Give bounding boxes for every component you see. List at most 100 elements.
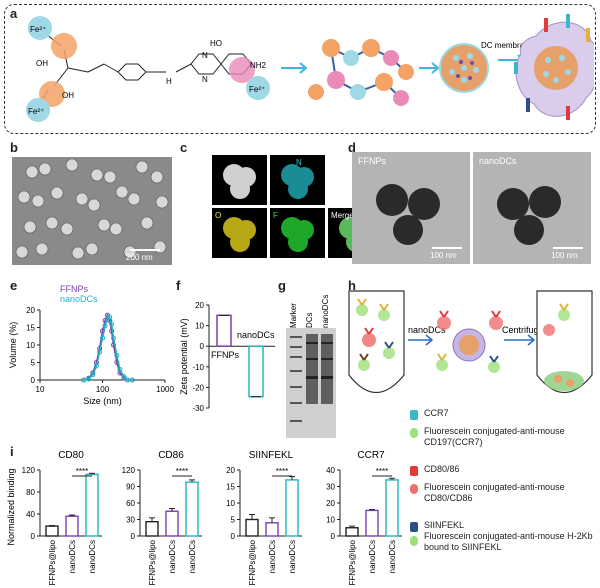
tem-ffnps-title: FFNPs bbox=[358, 156, 386, 166]
y-tick-label: 0 bbox=[31, 376, 36, 385]
y-tick-label: 0 bbox=[131, 532, 136, 541]
fe-text-2: Fe²⁺ bbox=[28, 107, 44, 116]
category-label: nanoDCs bbox=[88, 540, 97, 573]
cd80-86-title: CD80/86 bbox=[424, 464, 460, 474]
data-point bbox=[107, 314, 113, 320]
data-point bbox=[102, 323, 108, 329]
data-point bbox=[93, 363, 99, 369]
sem-scale-text: 200 nm bbox=[126, 253, 153, 262]
category-label: FFNPs@lipo bbox=[348, 539, 357, 585]
y-axis-label: Normalized binding bbox=[6, 468, 16, 545]
y-tick-label: 60 bbox=[126, 499, 135, 508]
category-label-1: nanoDCs bbox=[237, 330, 275, 340]
y-tick-label: 20 bbox=[26, 306, 35, 315]
siinfekl-icon bbox=[410, 522, 418, 532]
significance-stars: **** bbox=[176, 467, 188, 476]
y-tick-label: 5 bbox=[231, 516, 236, 525]
ccr7-title: CCR7 bbox=[424, 408, 449, 418]
significance-stars: **** bbox=[276, 467, 288, 476]
panel-a-schematic: Fe²⁺ Fe²⁺ Fe²⁺ OH OH H HO NH2 N N DC mem… bbox=[26, 14, 594, 122]
data-point bbox=[117, 367, 123, 372]
oh-text-2: OH bbox=[62, 91, 74, 100]
chart-title-0: CD80 bbox=[58, 450, 84, 461]
y-tick-label: 40 bbox=[326, 466, 335, 475]
bar-1-0 bbox=[145, 520, 159, 537]
category-label: nanoDCs bbox=[168, 540, 177, 573]
panel-i-label: i bbox=[10, 444, 14, 459]
category-label: nanoDCs bbox=[368, 540, 377, 573]
y-tick-label: -10 bbox=[192, 363, 204, 372]
sem-image: 200 nm bbox=[12, 157, 172, 265]
tem-ffnps-scale-text: 100 nm bbox=[430, 251, 457, 260]
y-tick-label: 20 bbox=[326, 499, 335, 508]
y-tick-label: 120 bbox=[122, 466, 136, 475]
bar-1 bbox=[248, 345, 264, 398]
panel-d-label: d bbox=[348, 140, 356, 155]
series-line-0 bbox=[83, 313, 133, 381]
chart-title-2: SIINFEKL bbox=[249, 450, 294, 461]
bar-3-0 bbox=[345, 527, 359, 537]
y-axis-label: Zeta potential (mV) bbox=[179, 318, 189, 395]
gel-bands bbox=[290, 334, 333, 422]
eds-haadf-image bbox=[212, 155, 267, 205]
ccr7-desc: Fluorescein conjugated-anti-mouse CD197(… bbox=[424, 426, 565, 447]
nanodc-binding-center bbox=[436, 310, 503, 373]
data-point bbox=[109, 321, 115, 327]
fe-text-3: Fe²⁺ bbox=[249, 85, 265, 94]
panel-c-label: c bbox=[180, 140, 188, 155]
panel-h-label: h bbox=[348, 278, 356, 293]
tem-ffnps-scale-bar bbox=[432, 247, 462, 249]
eds-o-label: O bbox=[215, 211, 222, 220]
y-axis-label: Volume (%) bbox=[8, 322, 18, 369]
bar-2-2 bbox=[285, 479, 299, 537]
arrow-2 bbox=[419, 62, 440, 74]
bar-3-2 bbox=[385, 479, 399, 537]
y-tick-label: 0 bbox=[200, 342, 205, 351]
tube-1-antibodies bbox=[356, 298, 395, 371]
gel-lane-marker: Marker bbox=[289, 303, 298, 328]
eds-o-image: O bbox=[212, 208, 267, 258]
data-point bbox=[124, 377, 130, 383]
series-line-1 bbox=[83, 315, 133, 381]
bar-1-2 bbox=[185, 481, 199, 537]
siinfekl-title: SIINFEKL bbox=[424, 520, 465, 530]
gel-lane-labels: Marker DCs nanoDCs bbox=[289, 295, 330, 328]
y-tick-label: 10 bbox=[226, 499, 235, 508]
bar-0-0 bbox=[45, 525, 59, 537]
n-text-1: N bbox=[202, 51, 208, 60]
data-point bbox=[121, 374, 127, 379]
y-tick-label: 5 bbox=[31, 359, 36, 368]
tube-2-contents bbox=[543, 303, 584, 391]
legend-entry-0: FFNPs bbox=[60, 284, 88, 294]
y-tick-label: 10 bbox=[326, 516, 335, 525]
bar-0-1 bbox=[65, 515, 79, 537]
n-text-2: N bbox=[202, 75, 208, 84]
tem-nanodcs-image: nanoDCs 100 nm bbox=[473, 152, 591, 264]
h-legend: CCR7 Fluorescein conjugated-anti-mouse C… bbox=[410, 408, 598, 586]
significance-stars: **** bbox=[76, 467, 88, 476]
fe-text-1: Fe²⁺ bbox=[30, 25, 46, 34]
chart-title-3: CCR7 bbox=[357, 450, 385, 461]
category-label: FFNPs@lipo bbox=[48, 539, 57, 585]
gel-lane-nanodcs: nanoDCs bbox=[321, 295, 330, 328]
size-distribution-chart: 10 100 1000 0 5 10 15 20 Size (nm) Volume (%) FFNP… bbox=[8, 284, 174, 406]
category-label: FFNPs@lipo bbox=[148, 539, 157, 585]
eds-f-label: F bbox=[273, 211, 278, 220]
panel-a-label: a bbox=[10, 6, 18, 21]
tem-nanodcs-scale-text: 100 nm bbox=[551, 251, 578, 260]
fe-ion-3 bbox=[246, 76, 270, 100]
y-tick-label: 15 bbox=[226, 483, 235, 492]
cd80-86-icon bbox=[410, 466, 418, 476]
panel-a bbox=[4, 4, 596, 134]
category-label: nanoDCs bbox=[68, 540, 77, 573]
data-point bbox=[97, 349, 103, 355]
x-tick-label: 10 bbox=[36, 385, 45, 394]
tem-nanodcs-title: nanoDCs bbox=[479, 156, 517, 166]
y-tick-label: 0 bbox=[331, 532, 336, 541]
y-tick-label: 30 bbox=[126, 516, 135, 525]
step-centrifuge-label: Centrifuge bbox=[502, 325, 544, 335]
y-tick-label: 0 bbox=[231, 532, 236, 541]
pterin-ring bbox=[229, 57, 255, 83]
bar-2-0 bbox=[245, 518, 259, 537]
carboxyl-ring-2 bbox=[39, 81, 65, 107]
